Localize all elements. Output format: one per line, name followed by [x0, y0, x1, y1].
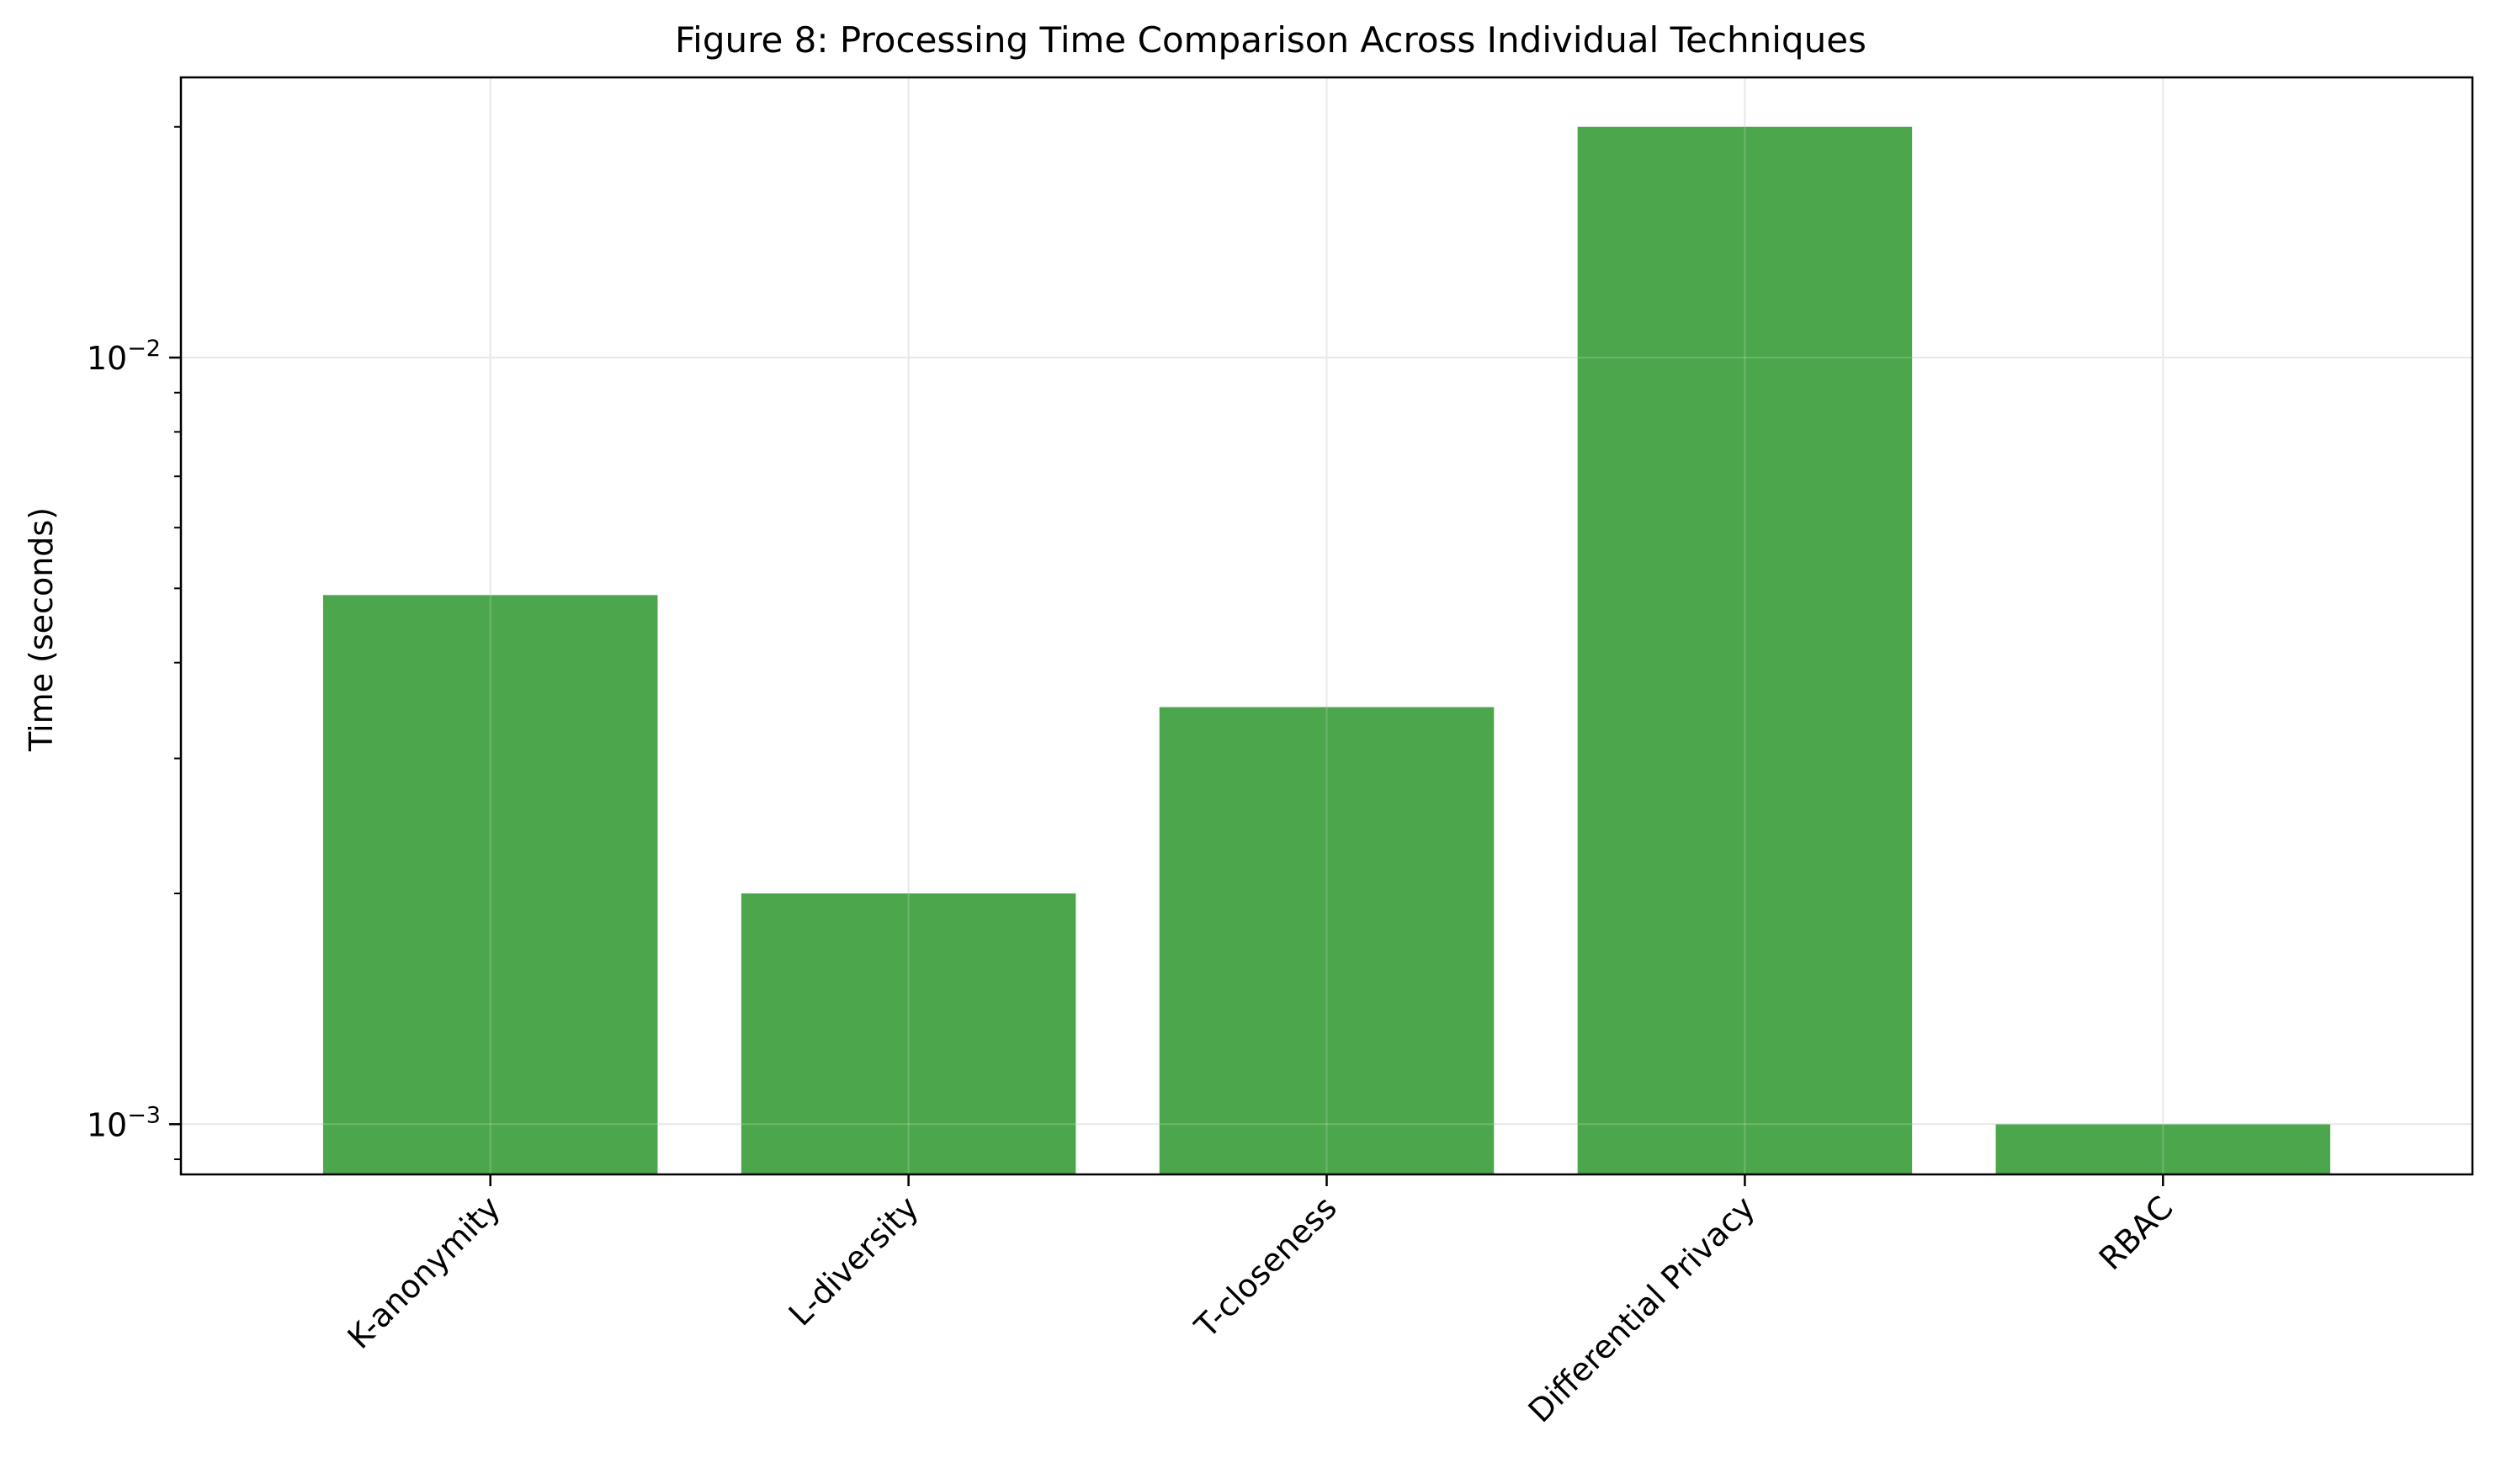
bar	[1995, 1124, 2331, 1174]
bar	[1577, 126, 1913, 1175]
bar	[741, 893, 1076, 1174]
chart-title: Figure 8: Processing Time Comparison Acr…	[675, 19, 1867, 61]
bars	[181, 77, 2472, 1175]
bar	[1159, 707, 1495, 1174]
y-tick-label: 10−2	[87, 336, 161, 377]
bar	[322, 595, 658, 1174]
y-axis-label: Time (seconds)	[23, 507, 60, 752]
y-tick-label: 10−3	[87, 1102, 161, 1143]
